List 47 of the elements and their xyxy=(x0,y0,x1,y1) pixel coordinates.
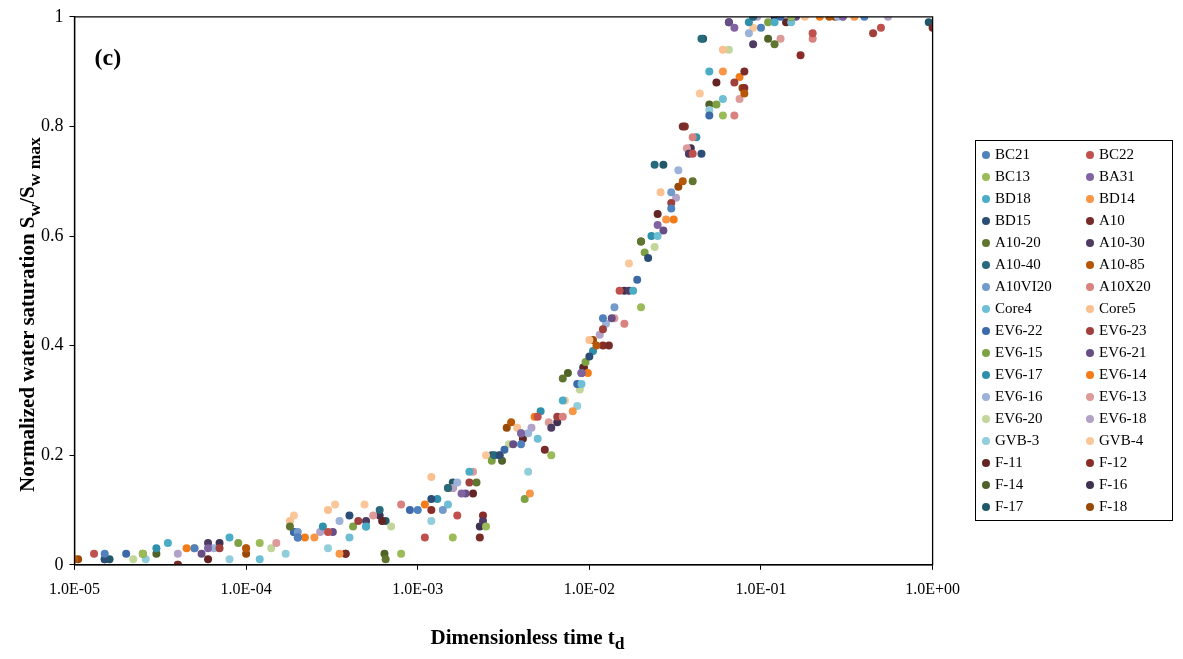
x-tick-label: 1.0E+00 xyxy=(905,579,960,597)
y-tick-label: 0.8 xyxy=(41,115,64,136)
legend-label: BA31 xyxy=(1099,168,1135,185)
legend-label: GVB-3 xyxy=(995,432,1040,449)
x-tick-label: 1.0E-03 xyxy=(392,579,444,597)
legend-label: Core4 xyxy=(995,300,1032,317)
legend-label: F-11 xyxy=(995,454,1023,471)
legend-label: EV6-16 xyxy=(995,388,1043,405)
x-tick-label: 1.0E-05 xyxy=(48,579,101,597)
legend-label: EV6-14 xyxy=(1099,366,1147,383)
legend-label: BC21 xyxy=(995,146,1031,163)
legend-label: F-18 xyxy=(1099,498,1128,515)
x-tick-label: 1.0E-02 xyxy=(563,579,615,597)
legend-label: EV6-21 xyxy=(1099,344,1147,361)
legend-label: EV6-17 xyxy=(995,366,1043,383)
legend-label: A10 xyxy=(1099,212,1125,229)
x-tick-label: 1.0E-04 xyxy=(220,579,272,597)
legend-label: A10VI20 xyxy=(995,278,1052,295)
y-tick-label: 1 xyxy=(54,5,64,26)
legend-label: BC13 xyxy=(995,168,1031,185)
legend-label: EV6-13 xyxy=(1099,388,1147,405)
legend-label: A10-85 xyxy=(1099,256,1145,273)
y-tick-label: 0 xyxy=(54,553,64,574)
legend-label: F-14 xyxy=(995,476,1024,493)
legend-label: F-16 xyxy=(1099,476,1128,493)
legend-label: A10-40 xyxy=(995,256,1041,273)
x-tick-label: 1.0E-01 xyxy=(735,579,787,597)
legend-label: BD18 xyxy=(995,190,1031,207)
legend-label: EV6-23 xyxy=(1099,322,1147,339)
y-tick-label: 0.6 xyxy=(41,224,64,245)
legend-label: BC22 xyxy=(1099,146,1135,163)
x-axis-title: Dimensionless time t$_{d}$ xyxy=(429,625,626,655)
annotation: (c) xyxy=(94,44,122,70)
legend-label: EV6-20 xyxy=(995,410,1043,427)
legend-label: A10-20 xyxy=(995,234,1041,251)
legend-label: BD15 xyxy=(995,212,1031,229)
legend-label: EV6-18 xyxy=(1099,410,1147,427)
y-tick-label: 0.4 xyxy=(41,334,64,355)
legend-label: F-17 xyxy=(995,498,1024,515)
legend-label: BD14 xyxy=(1099,190,1135,207)
legend-label: EV6-15 xyxy=(995,344,1043,361)
legend-label: GVB-4 xyxy=(1099,432,1144,449)
legend-label: EV6-22 xyxy=(995,322,1043,339)
legend-label: F-12 xyxy=(1099,454,1128,471)
legend-label: A10-30 xyxy=(1099,234,1145,251)
legend-label: A10X20 xyxy=(1099,278,1151,295)
legend-label: Core5 xyxy=(1099,300,1136,317)
